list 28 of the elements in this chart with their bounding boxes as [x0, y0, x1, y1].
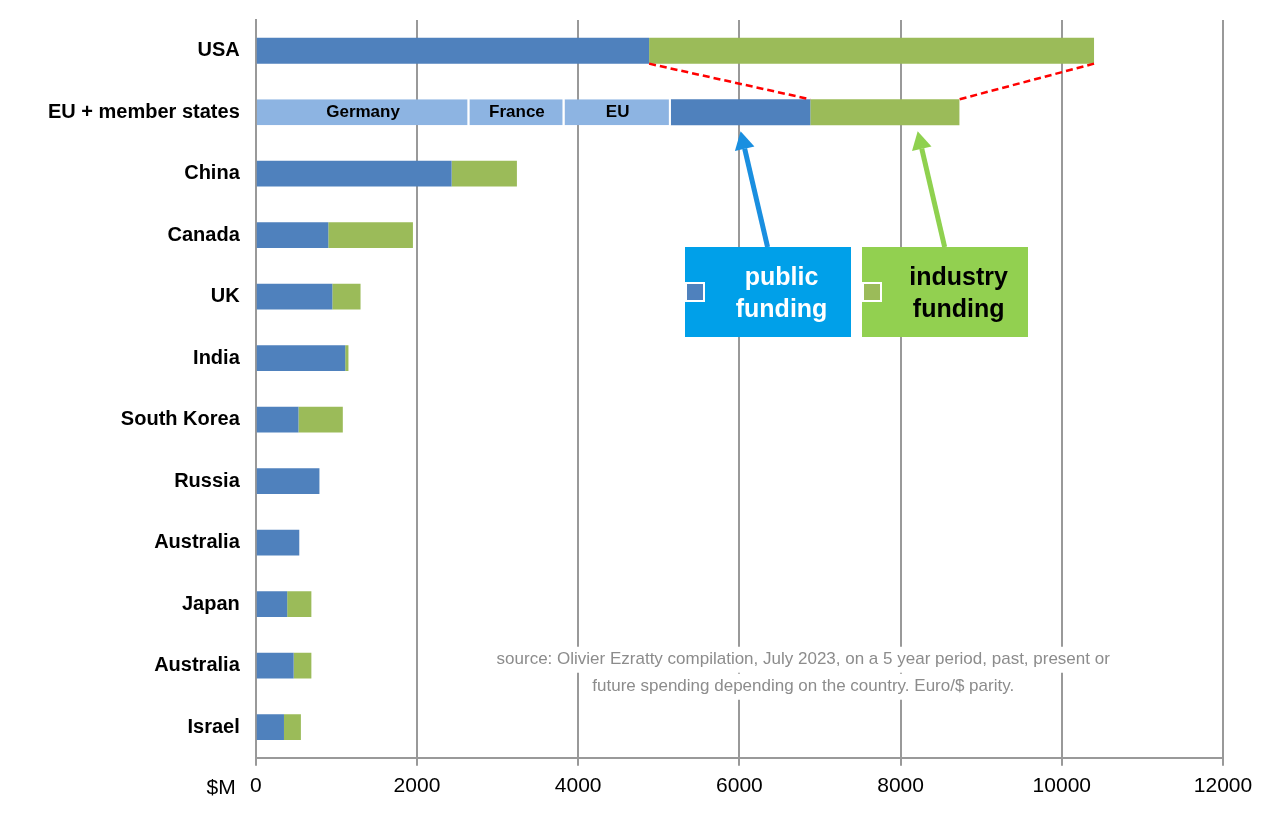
x-tick-label: 0 [249, 773, 262, 797]
y-tick-label: Australia [154, 653, 241, 676]
legend-label: industry funding [908, 261, 1009, 325]
y-tick-label: EU + member states [47, 99, 240, 122]
y-tick-label: South Korea [120, 407, 241, 430]
x-tick-label: 8000 [877, 773, 924, 797]
legend-label: public funding [734, 261, 829, 325]
y-tick-label: Russia [174, 468, 241, 491]
y-tick-label: India [193, 345, 241, 368]
y-tick-label: China [184, 161, 241, 184]
x-tick-label: 4000 [554, 773, 602, 797]
x-tick-label: 10000 [1032, 773, 1091, 797]
series-label: France [489, 101, 545, 121]
annotation: source: Olivier Ezratty compilation, July 2023, on a 5 year period, past, present or future spending depending on the country. Euro/$ parity. [496, 649, 1111, 696]
y-tick-label: Israel [187, 714, 240, 737]
callout-box: public funding [684, 247, 851, 338]
x-tick-label: 12000 [1193, 773, 1253, 797]
y-tick-label: Australia [154, 530, 241, 553]
series-label: EU [605, 101, 630, 121]
callout-box: industry funding [861, 247, 1028, 338]
x-tick-label: 2000 [393, 773, 441, 797]
y-tick-label: UK [210, 284, 241, 307]
y-tick-label: Canada [167, 222, 241, 245]
series-label: Germany [326, 101, 401, 121]
x-tick-label: 6000 [716, 773, 763, 797]
x-axis-title: $M [206, 775, 236, 799]
y-tick-label: Japan [181, 591, 240, 614]
y-tick-label: USA [197, 38, 240, 61]
